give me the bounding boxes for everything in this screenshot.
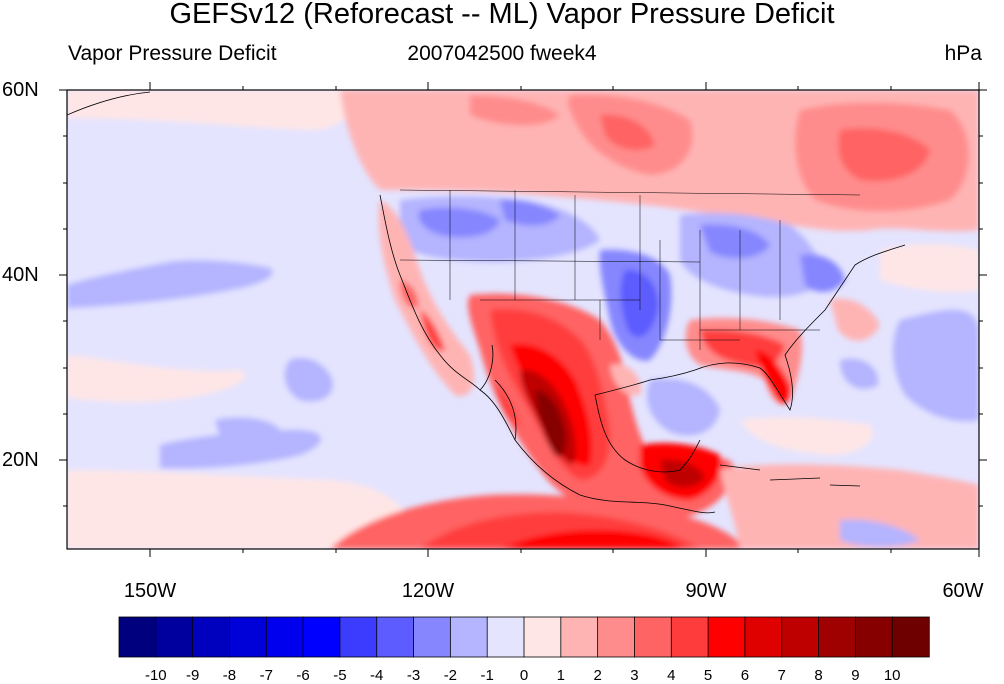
colorbar-swatch — [523, 616, 562, 658]
lon-label-60w: 60W — [942, 580, 984, 602]
lon-label-150w: 150W — [123, 580, 177, 602]
colorbar-swatch — [339, 616, 378, 658]
colorbar-swatch — [192, 616, 231, 658]
colorbar-swatch — [854, 616, 893, 658]
colorbar-label: -4 — [370, 667, 383, 684]
colorbar-label: 1 — [557, 667, 565, 684]
map-frame — [66, 89, 980, 550]
colorbar-swatch — [818, 616, 857, 658]
colorbar-swatch — [707, 616, 746, 658]
colorbar-label: -10 — [145, 667, 167, 684]
colorbar-swatch — [118, 616, 157, 658]
colorbar: -10 -9 -8 -7 -6 -5 -4 -3 -2 -1 0 1 2 3 4 5 6 7 8 9 10 — [118, 616, 930, 684]
colorbar-label: -6 — [296, 667, 309, 684]
lat-label-40n: 40N — [2, 264, 39, 286]
colorbar-label: 2 — [593, 667, 601, 684]
lon-label-120w: 120W — [401, 580, 455, 602]
variable-label: Vapor Pressure Deficit — [68, 42, 277, 65]
colorbar-label: -5 — [333, 667, 346, 684]
colorbar-label: 7 — [778, 667, 786, 684]
map-title: GEFSv12 (Reforecast -- ML) Vapor Pressur… — [169, 0, 835, 30]
colorbar-swatch — [449, 616, 488, 658]
state-borders — [399, 189, 861, 350]
colorbar-swatch — [781, 616, 820, 658]
colorbar-swatch — [413, 616, 452, 658]
colorbar-swatch — [486, 616, 525, 658]
colorbar-label: 0 — [520, 667, 528, 684]
colorbar-label: -1 — [481, 667, 494, 684]
colorbar-swatch — [597, 616, 636, 658]
colorbar-swatch — [560, 616, 599, 658]
colorbar-label: -9 — [186, 667, 199, 684]
colorbar-swatch — [891, 616, 930, 658]
lat-label-60n: 60N — [2, 79, 39, 101]
colorbar-label: -2 — [444, 667, 457, 684]
colorbar-swatch — [229, 616, 267, 658]
colorbar-swatch — [155, 616, 194, 658]
colorbar-label: 4 — [667, 667, 675, 684]
colorbar-label: 10 — [884, 667, 901, 684]
date-label: 2007042500 fweek4 — [407, 42, 597, 65]
colorbar-label: -3 — [407, 667, 420, 684]
colorbar-swatch — [634, 616, 672, 658]
lon-label-90w: 90W — [685, 580, 727, 602]
lat-label-20n: 20N — [2, 449, 39, 471]
colorbar-label: -7 — [260, 667, 273, 684]
colorbar-label: -8 — [223, 667, 236, 684]
colorbar-swatch — [670, 616, 709, 658]
colorbar-label: 5 — [704, 667, 712, 684]
units-label: hPa — [944, 42, 982, 65]
colorbar-swatch — [376, 616, 415, 658]
colorbar-swatch — [744, 616, 783, 658]
colorbar-label: 6 — [741, 667, 749, 684]
colorbar-label: 8 — [814, 667, 822, 684]
axis-ticks — [59, 82, 987, 557]
colorbar-label: 9 — [851, 667, 859, 684]
vpd-field — [67, 90, 979, 549]
coastline — [67, 91, 906, 514]
colorbar-swatch — [302, 616, 341, 658]
colorbar-label: 3 — [630, 667, 638, 684]
colorbar-swatch — [265, 616, 304, 658]
